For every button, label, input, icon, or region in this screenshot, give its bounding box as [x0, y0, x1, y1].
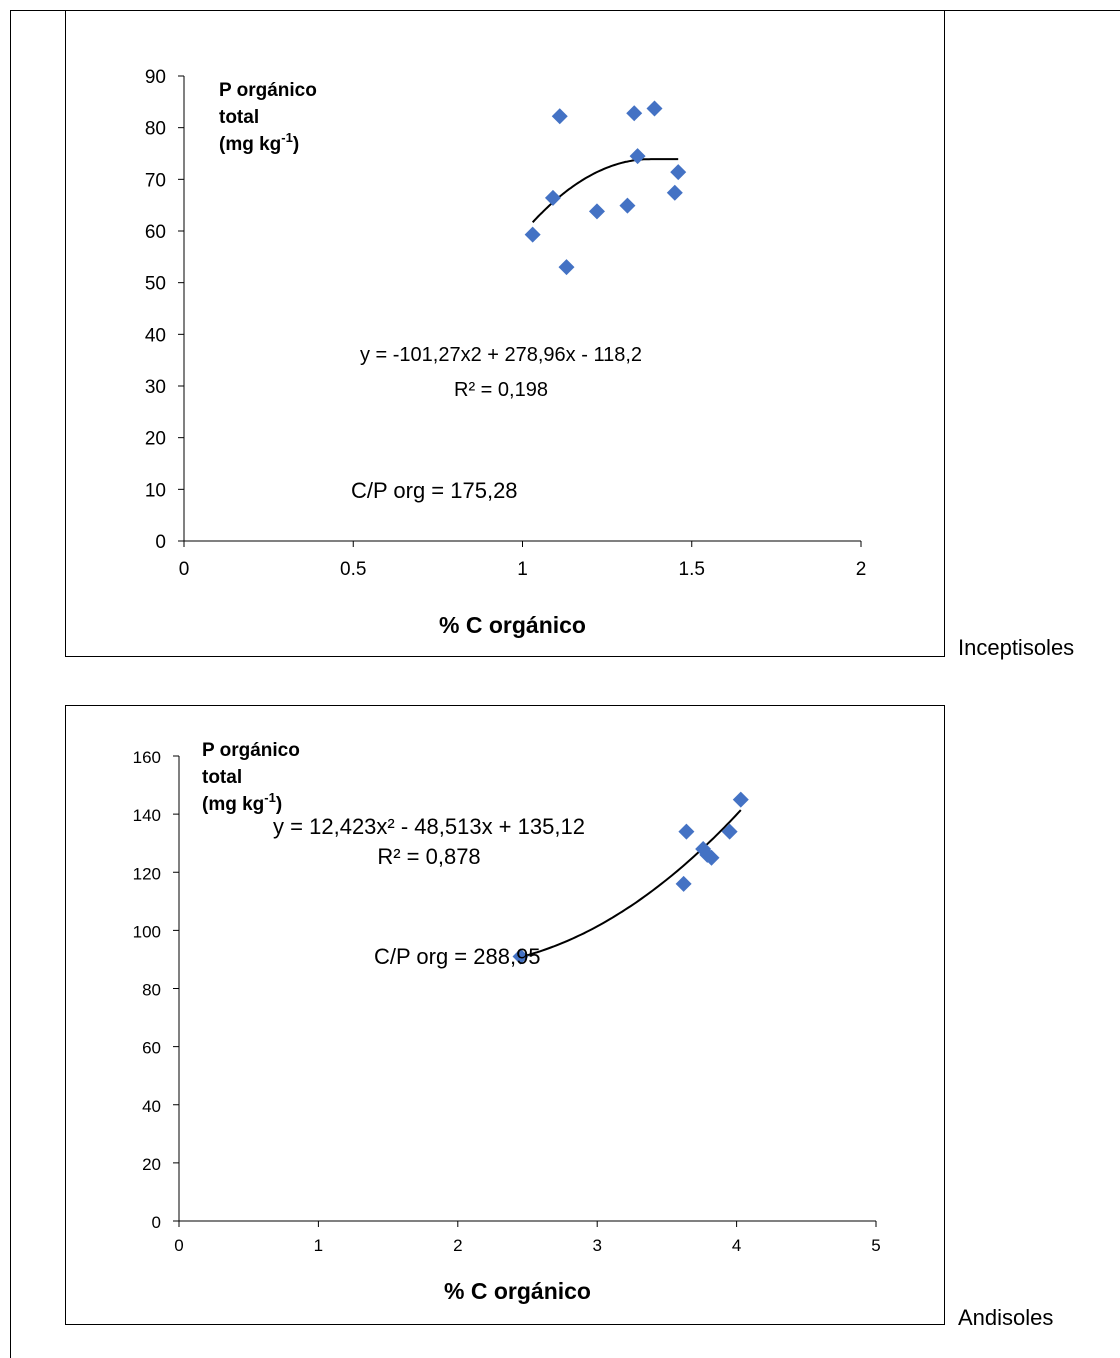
data-point	[646, 100, 663, 117]
data-point	[703, 849, 720, 866]
data-point	[544, 189, 561, 206]
cp-ratio-label: C/P org = 288,95	[374, 944, 541, 969]
y-tick-label: 70	[145, 170, 166, 191]
data-point	[675, 875, 692, 892]
chart-panel-inceptisoles: 0 10 20 30 40 50 60 70 80 90 0 0.5 1 1.5 2 % C orgánico…	[65, 10, 945, 657]
r-squared-label: R² = 0,198	[454, 379, 548, 401]
data-point	[524, 226, 541, 243]
data-point	[512, 948, 529, 965]
data-point	[626, 105, 643, 122]
x-tick-label: 2	[856, 559, 867, 580]
y-tick-label: 160	[133, 748, 161, 767]
y-tick-label: 40	[145, 325, 166, 346]
chart-inceptisoles: 0 10 20 30 40 50 60 70 80 90 0 0.5 1 1.5 2 % C orgánico…	[145, 67, 867, 638]
soil-label-andisoles: Andisoles	[958, 1305, 1054, 1330]
regression-equation: y = 12,423x² - 48,513x + 135,12	[273, 814, 585, 839]
chart-panel-andisoles: 0 20 40 60 80 100 120 140 160 0 1 2 3 4 5 % C orgánico P…	[65, 705, 945, 1325]
y-tick-label: 10	[145, 480, 166, 501]
y-tick-label: 80	[145, 119, 166, 140]
x-tick-label: 0	[179, 559, 190, 580]
data-point	[629, 148, 646, 165]
y-tick-label: 40	[142, 1097, 161, 1116]
y-axis-title-line: total	[219, 107, 259, 128]
y-tick-label: 60	[142, 1039, 161, 1058]
x-axis-title: % C orgánico	[444, 1278, 591, 1304]
data-point	[558, 259, 575, 276]
y-tick-label: 20	[145, 429, 166, 450]
data-point	[551, 108, 568, 125]
data-point	[619, 197, 636, 214]
x-tick-label: 1.5	[679, 559, 705, 580]
y-axis-title-line: P orgánico	[202, 740, 300, 761]
data-point	[678, 823, 695, 840]
x-axis-title: % C orgánico	[439, 612, 586, 638]
y-axis-title-line: (mg kg-1)	[202, 790, 282, 815]
data-point	[666, 184, 683, 201]
y-axis-title-line: (mg kg-1)	[219, 130, 299, 155]
y-tick-label: 0	[152, 1213, 161, 1232]
y-tick-label: 140	[133, 806, 161, 825]
x-tick-label: 0.5	[340, 559, 366, 580]
x-tick-label: 2	[453, 1236, 462, 1255]
y-tick-label: 90	[145, 67, 166, 88]
y-axis-title: P orgánico total(mg kg-1)	[219, 80, 317, 155]
cp-ratio-label: C/P org = 175,28	[351, 478, 518, 503]
y-tick-label: 100	[133, 922, 161, 941]
x-tick-label: 1	[314, 1236, 323, 1255]
y-axis-title-line: P orgánico	[219, 80, 317, 101]
y-tick-label: 60	[145, 222, 166, 243]
data-point	[732, 791, 749, 808]
data-point	[670, 164, 687, 181]
x-tick-label: 3	[592, 1236, 601, 1255]
y-axis-title: P orgánico total(mg kg-1)	[202, 740, 300, 815]
data-point	[588, 203, 605, 220]
y-tick-label: 20	[142, 1155, 161, 1174]
y-tick-label: 80	[142, 981, 161, 1000]
regression-equation: y = -101,27x2 + 278,96x - 118,2	[360, 344, 642, 366]
r-squared-label: R² = 0,878	[377, 844, 480, 869]
x-tick-label: 0	[174, 1236, 183, 1255]
data-point	[721, 823, 738, 840]
x-tick-label: 4	[732, 1236, 741, 1255]
soil-label-inceptisoles: Inceptisoles	[958, 635, 1075, 660]
y-tick-label: 50	[145, 274, 166, 295]
y-tick-label: 120	[133, 864, 161, 883]
y-tick-label: 0	[155, 532, 166, 553]
trendline	[531, 158, 679, 223]
y-axis-title-line: total	[202, 767, 242, 788]
x-tick-label: 5	[871, 1236, 880, 1255]
chart-andisoles: 0 20 40 60 80 100 120 140 160 0 1 2 3 4 5 % C orgánico P…	[133, 740, 881, 1304]
x-tick-label: 1	[517, 559, 528, 580]
y-tick-label: 30	[145, 377, 166, 398]
